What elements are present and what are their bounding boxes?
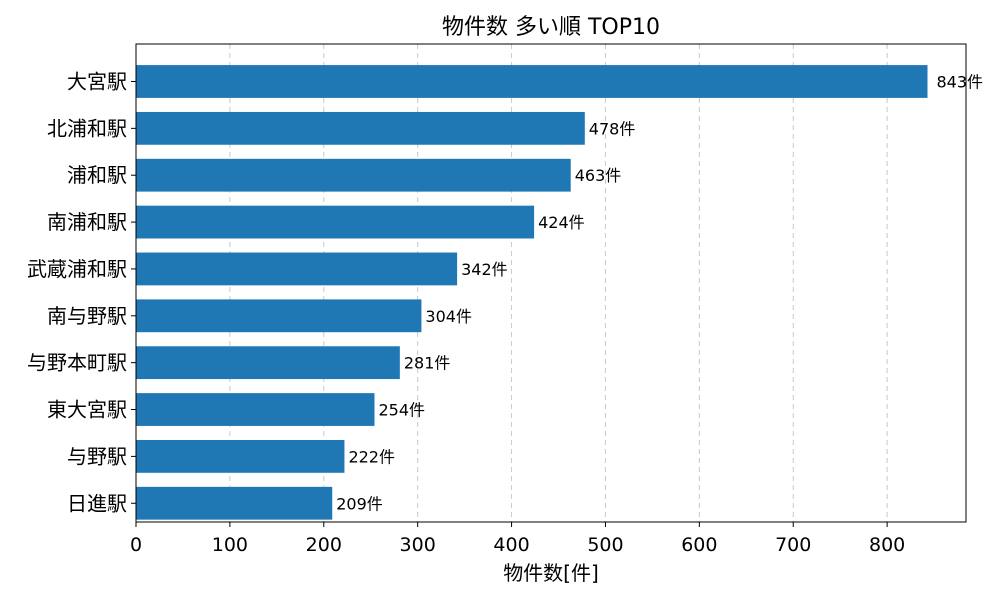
bar [136,205,535,239]
bar [136,439,345,473]
x-tick-label: 300 [400,534,436,556]
y-tick-label: 日進駅 [67,491,127,515]
y-tick-label: 浦和駅 [67,163,127,187]
bar-value-label: 843件 [937,72,984,91]
bar-value-label: 424件 [538,213,585,232]
bar-value-label: 304件 [425,307,472,326]
y-tick-label: 南与野駅 [47,304,127,328]
chart-title: 物件数 多い順 TOP10 [442,15,660,40]
bar [136,393,375,426]
bar-value-label: 342件 [461,260,508,279]
bar [136,252,458,286]
x-tick-label: 0 [130,534,142,556]
data-labels: 843件 478件 463件 424件 342件 304件 281件 254件 222件 209件 [336,72,983,513]
plot-frame [135,43,967,523]
x-tick-label: 800 [869,534,905,556]
x-tick-label: 100 [212,534,248,556]
bar-value-label: 478件 [589,119,636,138]
x-tick-label: 600 [681,534,717,556]
y-tick-label: 南浦和駅 [47,210,127,234]
bar-value-label: 209件 [336,494,383,513]
bar [136,111,585,145]
x-tick-label: 400 [493,534,529,556]
bar [136,346,400,380]
y-tick-label: 東大宮駅 [47,398,127,422]
bar-value-label: 463件 [575,166,622,185]
y-tick-label: 北浦和駅 [47,116,127,140]
y-tick-label: 与野駅 [67,444,127,468]
bar-value-label: 254件 [378,401,425,420]
bars [136,65,928,520]
bar [136,65,928,98]
x-tick-label: 700 [775,534,811,556]
y-tick-label: 与野本町駅 [27,351,127,375]
x-tick-label: 200 [306,534,342,556]
bar [136,486,333,520]
x-axis-label: 物件数[件] [503,561,599,585]
bar-value-label: 222件 [348,447,395,466]
bar [136,299,422,333]
bar-value-label: 281件 [404,354,451,373]
x-axis-ticks: 0 100 200 300 400 500 600 700 800 [130,522,905,556]
x-tick-label: 500 [587,534,623,556]
y-tick-label: 武蔵浦和駅 [27,257,127,281]
bar [136,158,571,192]
y-tick-label: 大宮駅 [67,69,127,93]
